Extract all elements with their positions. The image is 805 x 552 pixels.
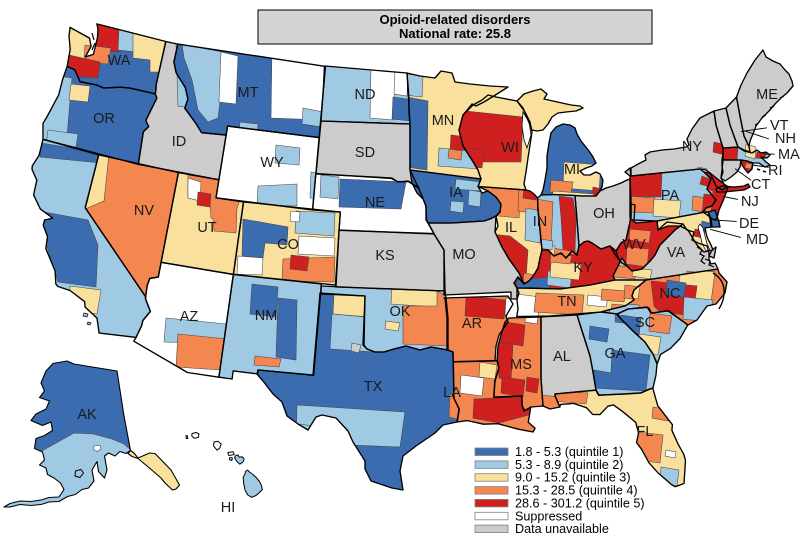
svg-text:MI: MI — [564, 162, 580, 178]
svg-text:IN: IN — [533, 214, 548, 230]
svg-text:NV: NV — [134, 203, 154, 219]
svg-text:NE: NE — [365, 195, 385, 211]
svg-text:NH: NH — [775, 131, 796, 147]
svg-text:28.6 - 301.2 (quintile 5): 28.6 - 301.2 (quintile 5) — [515, 496, 645, 510]
svg-text:MN: MN — [432, 113, 455, 129]
svg-text:UT: UT — [197, 220, 216, 236]
svg-text:AL: AL — [553, 349, 571, 365]
svg-text:WV: WV — [622, 237, 646, 253]
svg-text:KS: KS — [375, 248, 394, 264]
svg-text:OK: OK — [390, 304, 411, 320]
svg-text:IA: IA — [449, 185, 463, 201]
svg-text:SD: SD — [355, 145, 375, 161]
svg-text:RI: RI — [768, 163, 783, 179]
svg-text:Opioid-related disorders: Opioid-related disorders — [380, 12, 531, 27]
svg-text:WI: WI — [501, 140, 519, 156]
svg-text:MA: MA — [778, 147, 800, 163]
svg-text:National rate: 25.8: National rate: 25.8 — [399, 26, 511, 41]
svg-text:VA: VA — [667, 245, 686, 261]
svg-text:5.3 - 8.9 (quintile 2): 5.3 - 8.9 (quintile 2) — [515, 458, 624, 472]
svg-text:KY: KY — [573, 260, 593, 276]
svg-text:NM: NM — [255, 308, 278, 324]
svg-text:DE: DE — [739, 216, 759, 232]
svg-text:GA: GA — [605, 346, 626, 362]
svg-text:MD: MD — [746, 232, 769, 248]
svg-text:ID: ID — [172, 134, 187, 150]
svg-text:OH: OH — [593, 206, 615, 222]
svg-text:MT: MT — [238, 85, 259, 101]
svg-text:ND: ND — [355, 87, 376, 103]
svg-text:IL: IL — [505, 220, 517, 236]
svg-text:AZ: AZ — [180, 309, 199, 325]
svg-text:MS: MS — [510, 357, 532, 373]
svg-text:HI: HI — [221, 500, 236, 516]
svg-text:FL: FL — [637, 424, 654, 440]
svg-text:Suppressed: Suppressed — [515, 509, 582, 523]
svg-text:LA: LA — [443, 385, 461, 401]
svg-text:MO: MO — [452, 247, 475, 263]
svg-text:PA: PA — [661, 188, 680, 204]
svg-text:NC: NC — [660, 286, 681, 302]
svg-text:ME: ME — [756, 87, 778, 103]
svg-text:NY: NY — [682, 139, 702, 155]
svg-text:Data unavailable: Data unavailable — [515, 522, 609, 536]
svg-text:WA: WA — [108, 53, 131, 69]
svg-text:VT: VT — [770, 118, 789, 134]
svg-text:CT: CT — [751, 177, 770, 193]
svg-text:15.3 - 28.5 (quintile 4): 15.3 - 28.5 (quintile 4) — [515, 484, 638, 498]
svg-text:AR: AR — [462, 316, 482, 332]
svg-text:SC: SC — [635, 315, 655, 331]
svg-text:AK: AK — [77, 407, 97, 423]
svg-text:TN: TN — [557, 294, 576, 310]
svg-text:9.0 - 15.2 (quintile 3): 9.0 - 15.2 (quintile 3) — [515, 471, 631, 485]
svg-text:CO: CO — [277, 237, 299, 253]
svg-text:TX: TX — [364, 379, 383, 395]
svg-text:1.8 - 5.3 (quintile 1): 1.8 - 5.3 (quintile 1) — [515, 445, 624, 459]
svg-text:NJ: NJ — [741, 194, 759, 210]
svg-text:OR: OR — [93, 111, 115, 127]
svg-text:WY: WY — [260, 155, 284, 171]
